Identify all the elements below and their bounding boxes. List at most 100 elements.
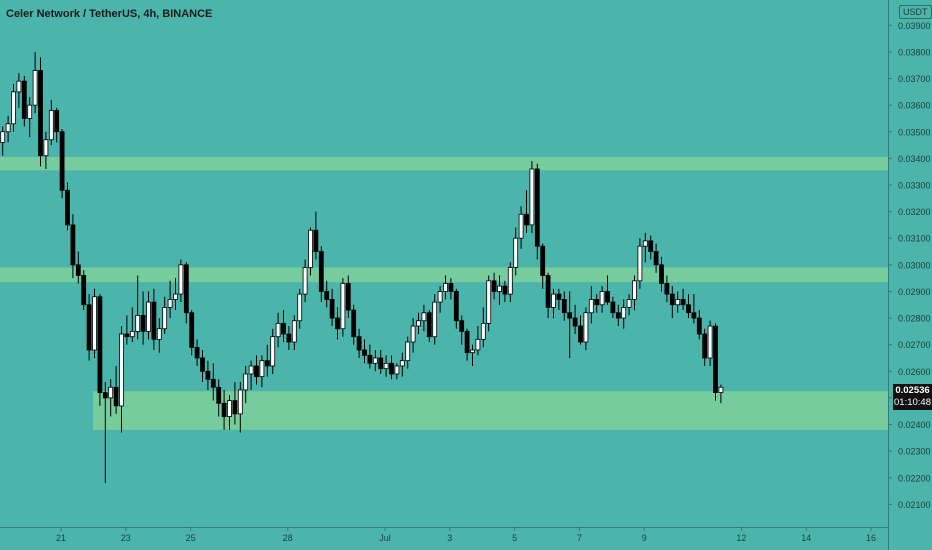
candle <box>340 278 346 337</box>
candle <box>264 344 270 377</box>
candle <box>248 360 254 390</box>
candle <box>0 126 6 156</box>
currency-label[interactable]: USDT <box>899 5 932 19</box>
candle <box>486 275 492 332</box>
candle <box>119 326 124 433</box>
candle <box>329 288 335 327</box>
candle <box>275 312 281 348</box>
candle <box>81 270 87 311</box>
zone-2 <box>0 267 888 283</box>
candle <box>318 246 324 303</box>
candle <box>497 275 502 305</box>
candle <box>626 294 632 316</box>
candle <box>475 326 481 356</box>
y-tick-label: 0.03600 <box>898 101 931 111</box>
candle <box>97 294 103 406</box>
candle <box>680 288 686 311</box>
y-tick-label: 0.02800 <box>898 314 931 324</box>
candle <box>437 286 443 313</box>
candle <box>146 291 151 340</box>
last-price-tag: 0.02536 01:10:48 <box>893 384 932 410</box>
candle <box>38 57 43 167</box>
time-axis[interactable]: 21 23 25 28 Jul 3 5 7 9 12 14 16 <box>56 527 876 543</box>
candle <box>578 315 583 345</box>
candle <box>594 294 600 313</box>
x-tick-label: 25 <box>186 533 196 543</box>
candle <box>178 259 184 303</box>
candle <box>335 307 340 340</box>
candle <box>389 355 394 380</box>
candle <box>210 363 216 401</box>
candle <box>59 129 65 199</box>
x-tick-label: 5 <box>512 533 517 543</box>
candle <box>259 355 265 388</box>
candle <box>534 163 540 260</box>
candle <box>588 286 594 324</box>
candle <box>173 278 178 311</box>
x-tick-label: 3 <box>447 533 452 543</box>
candlestick-series <box>0 51 724 484</box>
price-axis[interactable]: 0.021000.022000.023000.024000.025000.026… <box>888 21 931 510</box>
candle <box>686 294 691 319</box>
candle <box>502 280 508 303</box>
candle <box>183 262 189 324</box>
last-price-value: 0.02536 <box>895 385 930 396</box>
candle <box>286 326 292 351</box>
candle <box>691 294 697 324</box>
candle <box>324 280 330 308</box>
candle <box>135 275 141 340</box>
candle <box>410 318 416 353</box>
support-resistance-zones <box>0 157 888 430</box>
candle <box>675 291 681 313</box>
candle <box>637 238 643 289</box>
candle <box>11 83 16 132</box>
candle <box>599 286 605 313</box>
candle <box>372 350 378 372</box>
candle <box>529 161 535 233</box>
y-tick-label: 0.03900 <box>898 21 931 31</box>
candle <box>416 312 421 335</box>
candle <box>642 232 648 263</box>
candle <box>669 286 675 319</box>
candle <box>556 288 562 311</box>
candle <box>583 307 589 351</box>
candle <box>75 251 81 284</box>
candle <box>696 310 702 340</box>
candle <box>108 379 114 417</box>
candle <box>432 294 438 345</box>
candle <box>545 272 551 319</box>
x-tick-label: 23 <box>121 533 131 543</box>
x-tick-label: Jul <box>379 533 391 543</box>
candle <box>194 339 200 366</box>
candle <box>659 256 664 292</box>
candle <box>237 381 243 433</box>
x-tick-label: 14 <box>801 533 811 543</box>
y-tick-label: 0.03700 <box>898 74 931 84</box>
y-tick-label: 0.02100 <box>898 500 931 510</box>
candle <box>648 235 654 260</box>
candle <box>227 395 232 430</box>
candle <box>129 307 135 343</box>
candle <box>443 275 448 300</box>
y-tick-label: 0.02600 <box>898 367 931 377</box>
candle <box>216 379 222 417</box>
candle <box>5 115 11 143</box>
candle <box>313 211 319 260</box>
candle <box>140 291 146 345</box>
candle <box>243 365 249 404</box>
x-tick-label: 12 <box>736 533 746 543</box>
candle <box>254 355 259 385</box>
x-tick-label: 7 <box>577 533 582 543</box>
candle <box>518 206 524 249</box>
y-tick-label: 0.02700 <box>898 340 931 350</box>
candle <box>453 288 459 329</box>
candle <box>205 360 211 390</box>
candle <box>86 294 92 361</box>
candle <box>356 328 362 358</box>
candle <box>480 307 486 348</box>
candle <box>32 51 38 114</box>
zone-1 <box>0 157 888 171</box>
y-tick-label: 0.03500 <box>898 127 931 137</box>
candle <box>524 190 529 233</box>
